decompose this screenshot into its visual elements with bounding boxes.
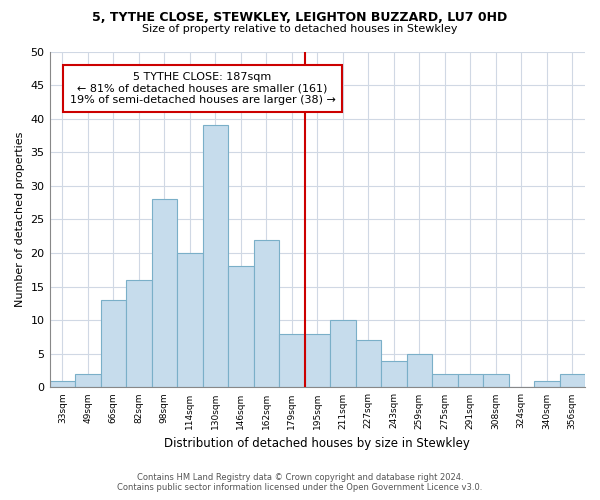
X-axis label: Distribution of detached houses by size in Stewkley: Distribution of detached houses by size … (164, 437, 470, 450)
Bar (177, 253, 203, 388)
Bar (432, 374, 458, 388)
Bar (152, 200, 177, 388)
Text: Contains HM Land Registry data © Crown copyright and database right 2024.
Contai: Contains HM Land Registry data © Crown c… (118, 473, 482, 492)
Bar (356, 340, 381, 388)
Bar (228, 266, 254, 388)
Bar (203, 126, 228, 388)
Bar (126, 280, 152, 388)
Bar (458, 374, 483, 388)
Y-axis label: Number of detached properties: Number of detached properties (15, 132, 25, 307)
Bar (330, 320, 356, 388)
Bar (254, 240, 279, 388)
Bar (279, 334, 305, 388)
Bar (560, 374, 585, 388)
Bar (50, 380, 75, 388)
Text: 5 TYTHE CLOSE: 187sqm
← 81% of detached houses are smaller (161)
19% of semi-det: 5 TYTHE CLOSE: 187sqm ← 81% of detached … (70, 72, 335, 105)
Bar (483, 374, 509, 388)
Bar (534, 380, 560, 388)
Bar (305, 334, 330, 388)
Bar (407, 354, 432, 388)
Bar (381, 360, 407, 388)
Text: 5, TYTHE CLOSE, STEWKLEY, LEIGHTON BUZZARD, LU7 0HD: 5, TYTHE CLOSE, STEWKLEY, LEIGHTON BUZZA… (92, 11, 508, 24)
Text: Size of property relative to detached houses in Stewkley: Size of property relative to detached ho… (142, 24, 458, 34)
Bar (101, 300, 126, 388)
Bar (75, 374, 101, 388)
